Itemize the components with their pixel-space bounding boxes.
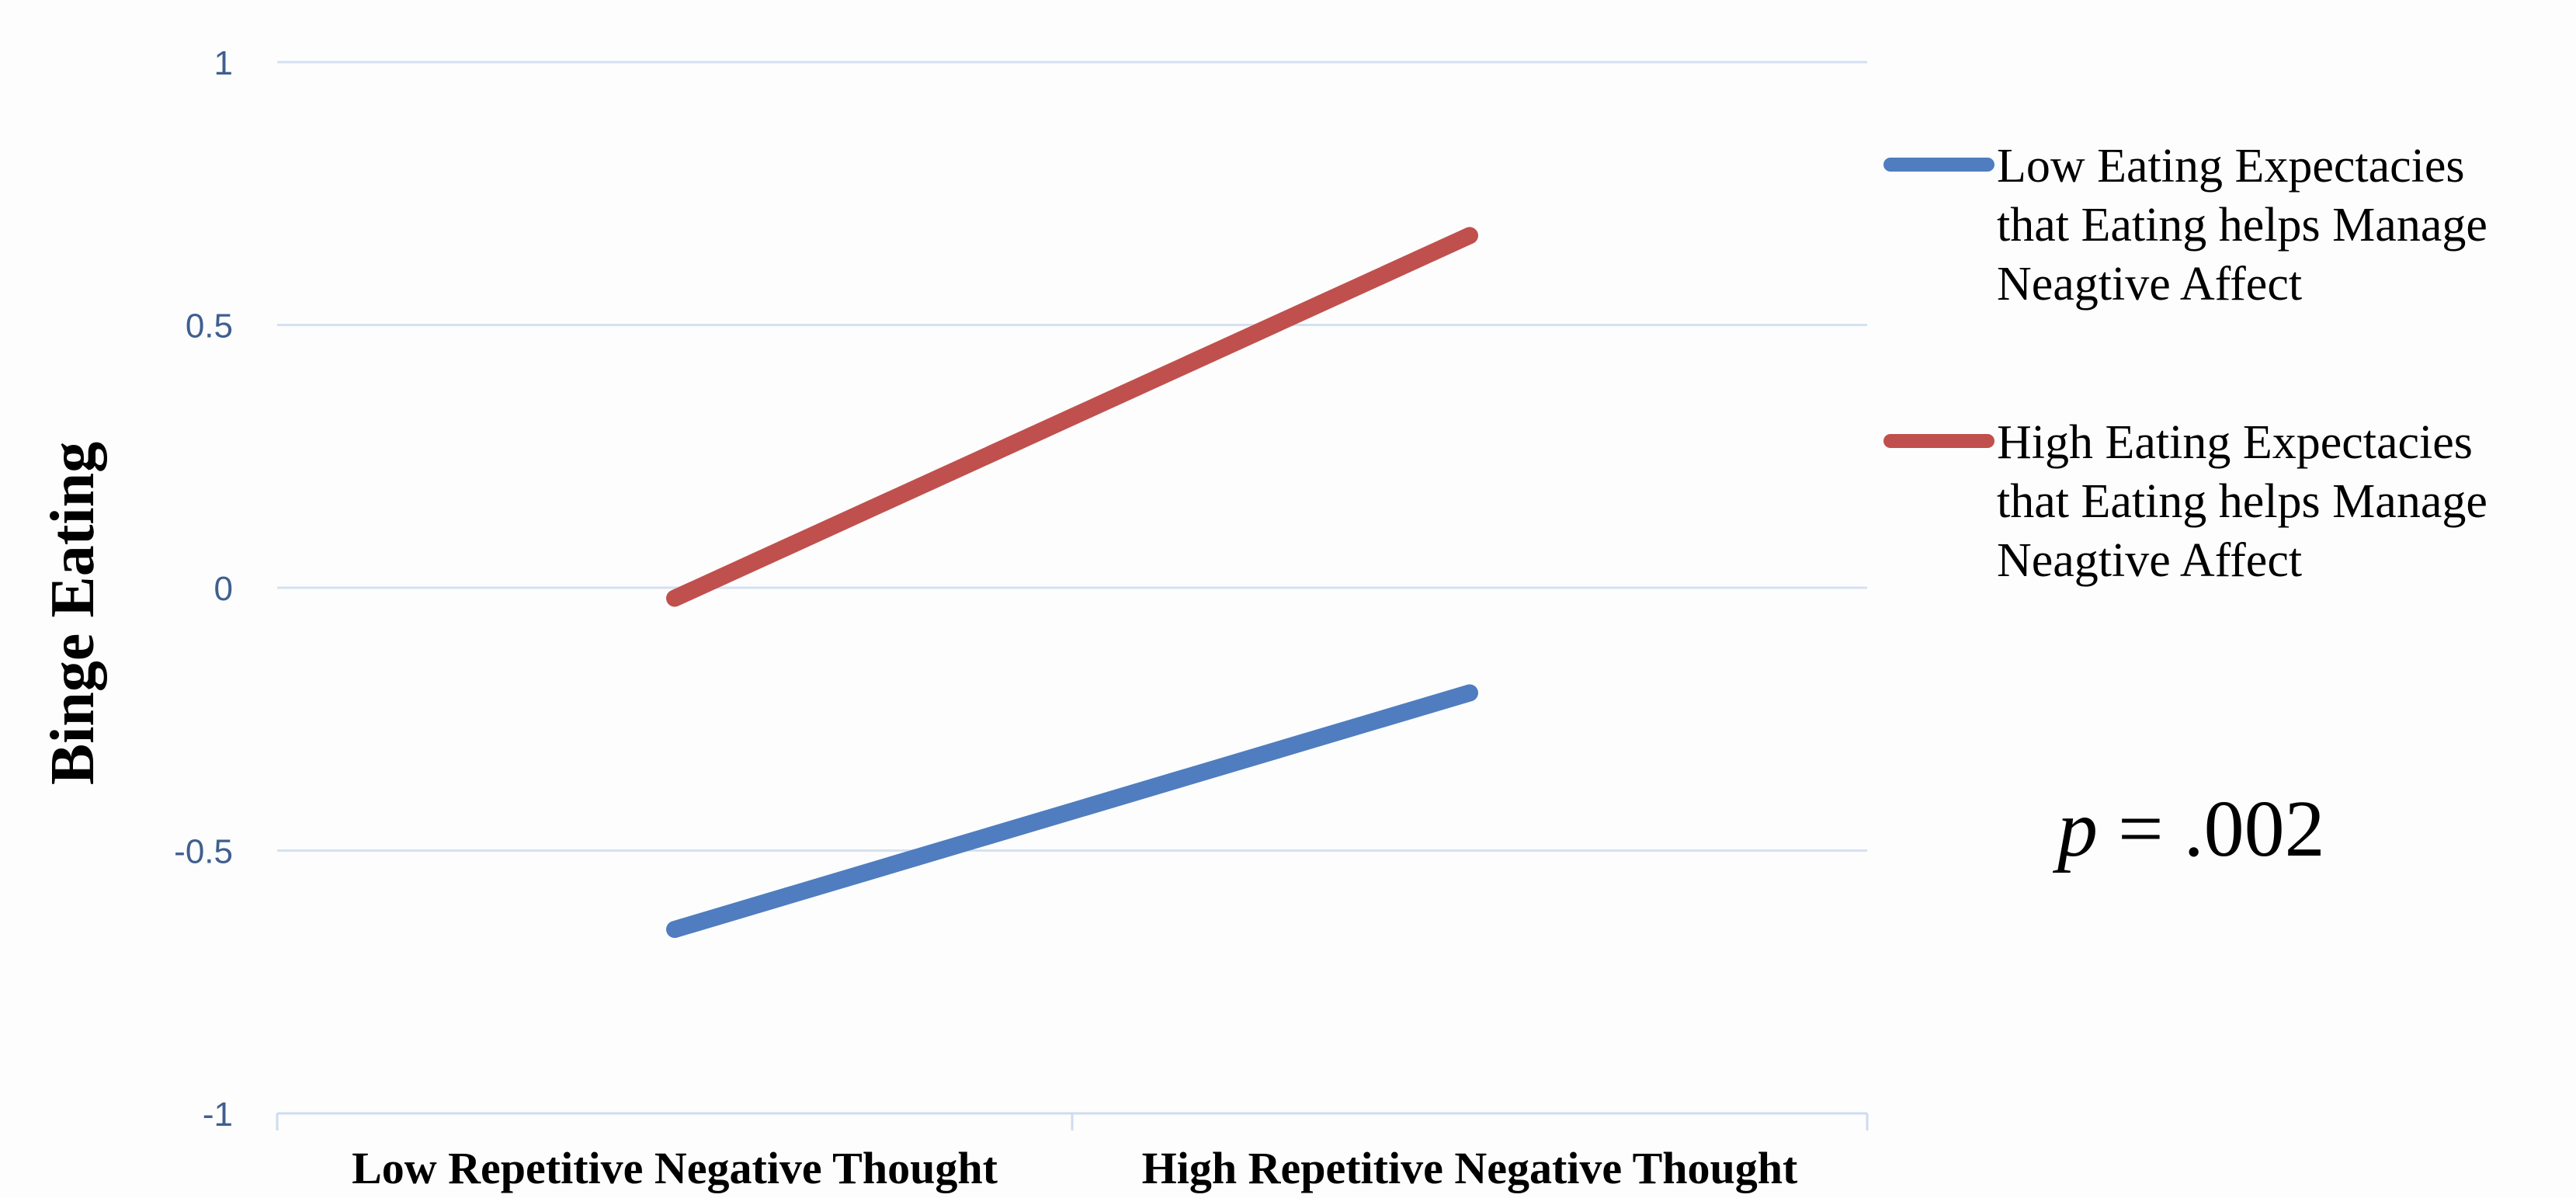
- legend-label-line: Neagtive Affect: [1997, 258, 2302, 311]
- y-axis-label: Binge Eating: [39, 442, 107, 785]
- legend: Low Eating Expectacies that Eating helps …: [1883, 140, 2487, 587]
- y-tick-label: -0.5: [174, 833, 233, 871]
- y-tick-label: 0.5: [186, 307, 233, 346]
- y-tick-label: 1: [214, 44, 233, 82]
- legend-label-line: High Eating Expectacies: [1997, 416, 2473, 469]
- legend-label-line: Low Eating Expectacies: [1997, 140, 2465, 193]
- legend-label-line: that Eating helps Manage: [1997, 475, 2487, 528]
- gridlines: [277, 61, 1867, 852]
- data-series: [666, 227, 1478, 939]
- y-tick-label: 0: [214, 570, 233, 608]
- series-line: [666, 684, 1478, 939]
- x-tick-label: Low Repetitive Negative Thought: [352, 1143, 998, 1193]
- p-symbol: p: [2052, 784, 2098, 873]
- legend-entry: High Eating Expectacies that Eating helps…: [1883, 416, 2487, 587]
- p-value-annotation: p = .002: [2052, 784, 2325, 873]
- x-tick-label: High Repetitive Negative Thought: [1142, 1143, 1798, 1193]
- legend-label-line: that Eating helps Manage: [1997, 199, 2487, 252]
- series-line: [666, 227, 1478, 607]
- y-tick-label: -1: [203, 1096, 233, 1134]
- p-value: = .002: [2098, 784, 2325, 873]
- x-axis: Low Repetitive Negative Thought High Repe…: [276, 1112, 1869, 1193]
- legend-label-line: Neagtive Affect: [1997, 534, 2302, 587]
- legend-entry: Low Eating Expectacies that Eating helps …: [1883, 140, 2487, 311]
- y-tick-labels: 1 0.5 0 -0.5 -1: [174, 44, 233, 1134]
